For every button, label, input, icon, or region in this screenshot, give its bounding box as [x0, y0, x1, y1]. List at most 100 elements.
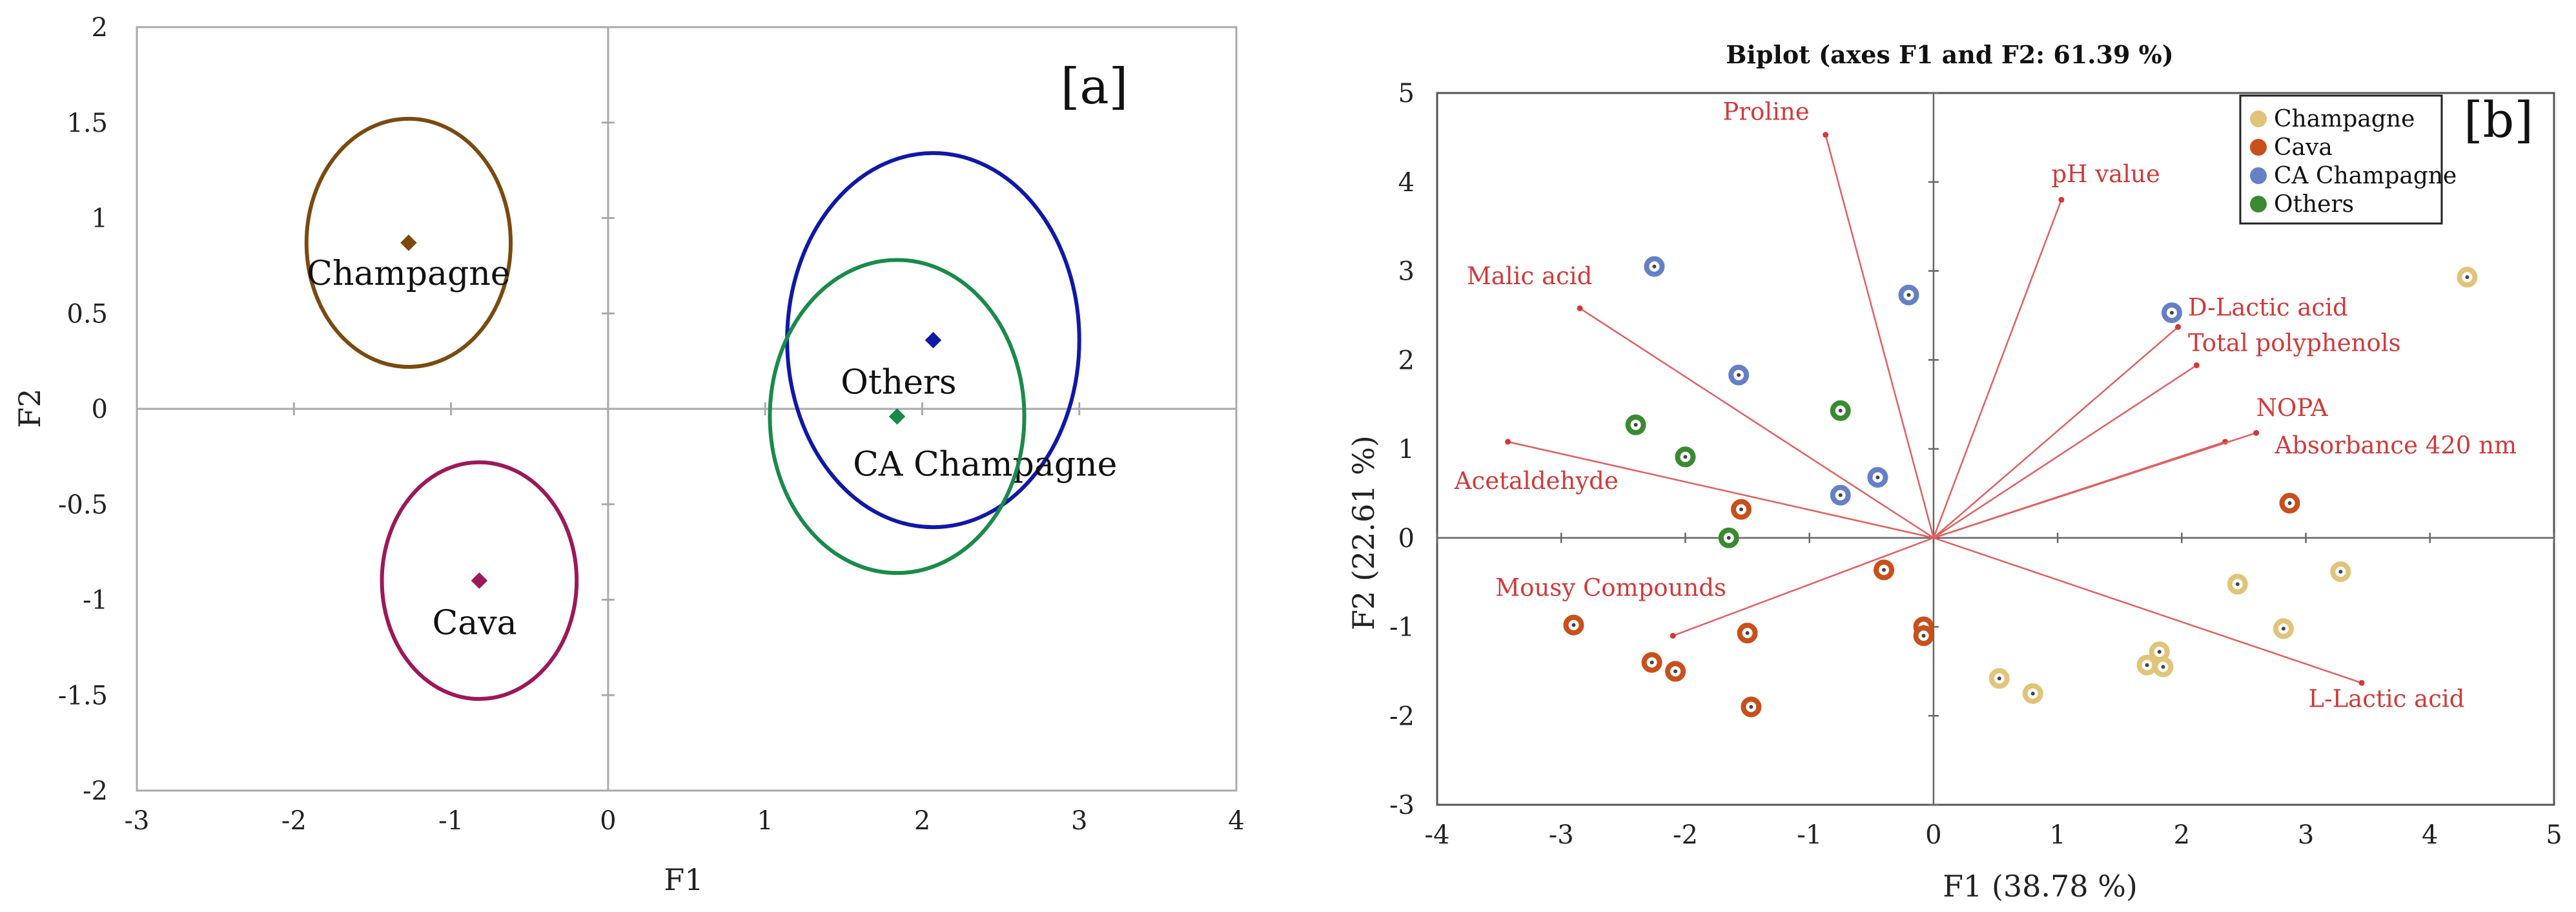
observation-point-center-champagne: [2161, 665, 2165, 669]
panel-b-y-tick-label: 2: [1398, 346, 1415, 375]
panel-a-x-tick-label: -1: [438, 806, 464, 836]
observation-point-center-others: [1726, 535, 1731, 540]
loading-vector-tip-d-lactic-acid: [2175, 324, 2182, 330]
variable-label-acetaldehyde: Acetaldehyde: [1454, 467, 1619, 495]
panel-a-x-tick-label: -3: [125, 806, 150, 836]
panel-b-x-tick-label: 3: [2298, 820, 2314, 850]
panel-a-y-axis-title: F2: [12, 388, 47, 428]
variable-label-ph-value: pH value: [2052, 160, 2160, 188]
panel-a-y-tick-label: -1: [83, 586, 108, 616]
panel-b-y-tick-label: 1: [1398, 435, 1415, 464]
observation-point-center-ca-champagne: [1737, 373, 1741, 377]
panel-b-y-axis-title: F2 (22.61 %): [1346, 435, 1381, 630]
observation-point-center-ca-champagne: [1652, 264, 1657, 269]
group-label-others: Others: [841, 364, 956, 402]
panel-b-x-tick-label: -4: [1425, 820, 1450, 850]
centroid-marker-cava: [471, 572, 488, 589]
loading-vector-tip-proline: [1823, 132, 1829, 138]
panel-a-x-tick-label: 4: [1228, 806, 1244, 836]
observation-point-center-cava: [1650, 660, 1654, 665]
legend-entry-champagne: Champagne: [2274, 106, 2415, 132]
confidence-ellipse-champagne: [304, 116, 513, 369]
panel-b-y-tick-label: -3: [1389, 791, 1415, 820]
panel-a-x-axis-title: F1: [664, 862, 703, 897]
loading-vector-tip-total-polyphenols: [2193, 362, 2200, 369]
observation-point-center-others: [1633, 422, 1638, 427]
legend-swatch-cava: [2250, 139, 2267, 156]
panel-b-plot-frame: [1436, 92, 2555, 806]
observation-point-center-cava: [1882, 568, 1886, 572]
loading-vector-total-polyphenols: [1933, 364, 2198, 539]
panel-b-x-tick-label: 2: [2174, 820, 2190, 850]
observation-point-center-champagne: [2030, 691, 2035, 696]
observation-point-center-cava: [1749, 705, 1753, 709]
observation-point-center-champagne: [2465, 275, 2469, 280]
panel-a-y-tick-label: 0.5: [66, 299, 108, 329]
loading-vector-ph-value: [1932, 199, 2063, 539]
observation-point-center-ca-champagne: [2169, 311, 2174, 315]
legend-entry-cava: Cava: [2274, 134, 2333, 161]
variable-label-d-lactic-acid: D-Lactic acid: [2188, 293, 2348, 321]
observation-point-center-champagne: [2157, 650, 2162, 654]
observation-point-center-champagne: [1997, 676, 2001, 681]
loading-vector-mousy-compounds: [1672, 537, 1934, 637]
observation-point-center-ca-champagne: [1906, 293, 1911, 297]
panel-b-y-tick-label: -1: [1389, 613, 1415, 643]
panel-a-plot: [a] F1 F2 -3 -2 -1 0 1 2 3 4 -2 -1.5 -1 -0.5 0 0.5 1 1.…: [12, 13, 1245, 897]
panel-b-biplot: Biplot (axes F1 and F2: 61.39 %) [b] F1 …: [1346, 40, 2562, 904]
loading-vector-absorbance-420-nm: [1933, 432, 2257, 539]
panel-a-y-tick-label: 0: [92, 395, 108, 424]
loading-vector-tip-ph-value: [2058, 196, 2065, 203]
panel-b-title: Biplot (axes F1 and F2: 61.39 %): [1726, 40, 2173, 69]
panel-a-y-tick-label: 1.5: [66, 109, 108, 138]
observation-point-center-cava: [1921, 634, 1926, 638]
legend-box: [2239, 94, 2443, 225]
panel-a-y-tick-label: 2: [92, 13, 108, 43]
variable-label-malic-acid: Malic acid: [1467, 262, 1592, 290]
centroid-marker-champagne: [400, 234, 417, 251]
panel-a-x-tick-label: 2: [914, 806, 930, 836]
panel-b-x-tick-label: -1: [1797, 820, 1822, 850]
loading-vector-tip-acetaldehyde: [1505, 439, 1511, 445]
legend-swatch-champagne: [2250, 110, 2267, 127]
loading-vector-tip-mousy-compounds: [1670, 632, 1676, 639]
observation-point-center-others: [1683, 455, 1688, 459]
panel-b-x-tick-label: -3: [1549, 820, 1574, 850]
panel-a-label: [a]: [1061, 57, 1129, 115]
loading-vector-tip-absorbance-420-nm: [2253, 430, 2260, 436]
panel-a-y-tick-label: -0.5: [58, 490, 108, 520]
confidence-ellipse-cava: [380, 460, 579, 701]
group-label-champagne: Champagne: [307, 254, 510, 293]
legend-entry-ca-champagne: CA Champagne: [2274, 163, 2457, 189]
panel-b-x-tick-label: 5: [2546, 820, 2562, 850]
panel-b-x-tick-label: 1: [2049, 820, 2065, 850]
variable-label-absorbance-420-nm: Absorbance 420 nm: [2274, 431, 2517, 459]
panel-a-x-tick-label: -2: [281, 806, 307, 836]
observation-point-center-champagne: [2281, 627, 2285, 631]
group-label-ca-champagne: CA Champagne: [853, 446, 1117, 484]
observation-point-center-cava: [2287, 501, 2292, 506]
observation-point-center-champagne: [2145, 663, 2149, 667]
loading-vector-tip-malic-acid: [1577, 305, 1583, 311]
panel-b-x-tick-label: 0: [1925, 820, 1941, 850]
panel-b-y-tick-label: -2: [1389, 701, 1415, 731]
loading-vector-malic-acid: [1579, 307, 1934, 539]
panel-b-y-tick-label: 3: [1398, 257, 1415, 287]
variable-label-mousy-compounds: Mousy Compounds: [1495, 574, 1726, 601]
loading-vector-tip-l-lactic-acid: [2358, 679, 2365, 686]
group-label-cava: Cava: [432, 604, 516, 643]
loading-vector-proline: [1825, 134, 1935, 539]
panel-a-y-tick-label: 1: [92, 204, 108, 234]
panel-b-x-tick-label: -2: [1673, 820, 1698, 850]
panel-b-y-tick-label: 4: [1398, 168, 1415, 198]
variable-label-nopa: NOPA: [2256, 394, 2329, 422]
observation-point-center-champagne: [2338, 570, 2343, 574]
loading-vector-d-lactic-acid: [1933, 326, 2179, 539]
legend-entry-others: Others: [2274, 191, 2354, 218]
panel-a-x-tick-label: 0: [600, 806, 616, 836]
observation-point-center-ca-champagne: [1838, 493, 1843, 497]
panel-b-label: [b]: [2464, 91, 2533, 149]
loading-vector-acetaldehyde: [1508, 440, 1934, 539]
panel-a-y-tick-label: -2: [83, 776, 108, 806]
